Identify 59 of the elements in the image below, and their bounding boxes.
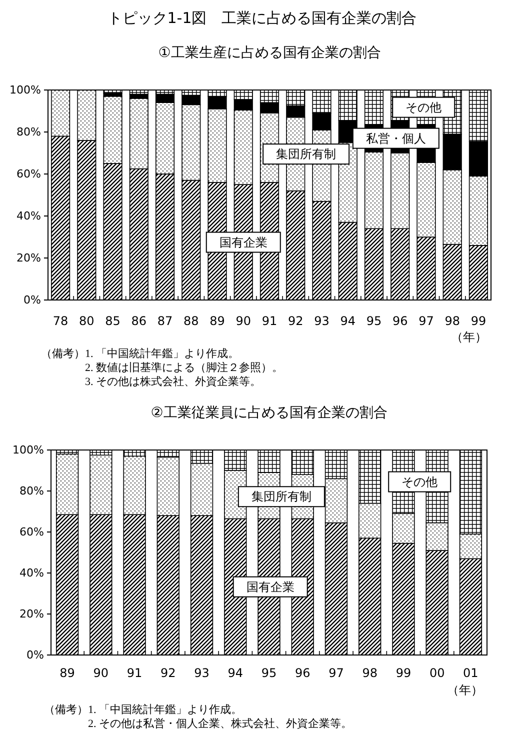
- x-tick-label: 01: [463, 666, 478, 680]
- x-tick-label: 88: [184, 314, 199, 328]
- x-tick-label: 89: [60, 666, 75, 680]
- x-tick-label: 94: [340, 314, 356, 328]
- x-tick-label: 98: [362, 666, 378, 680]
- x-axis-title: （年）: [451, 330, 487, 344]
- x-tick-label: 92: [288, 314, 304, 328]
- x-tick-label: 94: [228, 666, 244, 680]
- x-tick-label: 90: [93, 666, 109, 680]
- y-tick-label: 80%: [16, 126, 41, 138]
- y-tick-label: 0%: [26, 648, 44, 662]
- x-tick-label: 85: [105, 314, 120, 328]
- x-tick-label: 98: [444, 314, 460, 328]
- series-label: その他: [406, 100, 442, 114]
- x-tick-label: 96: [392, 314, 408, 328]
- text: 2. 数値は旧基準による（脚注２参照）。: [85, 361, 283, 374]
- x-tick-label: 92: [160, 666, 176, 680]
- y-tick-label: 60%: [20, 526, 44, 538]
- chart-title: ②工業従業員に占める国有企業の割合: [150, 405, 388, 421]
- x-tick-label: 87: [157, 314, 173, 328]
- y-tick-label: 20%: [16, 252, 41, 264]
- text: 2. その他は私営・個人企業、株式会社、外資企業等。: [88, 717, 352, 730]
- x-tick-label: 95: [366, 314, 382, 328]
- x-tick-label: 00: [429, 666, 445, 680]
- series-label: 国有企業: [246, 580, 294, 594]
- text: （備考）1. 「中国統計年鑑」より作成。: [44, 703, 242, 716]
- series-label: その他: [402, 474, 438, 489]
- x-tick-label: 97: [328, 666, 344, 680]
- y-tick-label: 60%: [16, 168, 41, 180]
- x-tick-label: 78: [52, 314, 68, 328]
- x-axis-title: （年）: [447, 683, 483, 697]
- y-tick-label: 40%: [20, 566, 44, 580]
- y-tick-label: 100%: [10, 84, 41, 96]
- text: （備考）1. 「中国統計年鑑」より作成。: [41, 347, 239, 360]
- x-tick-label: 90: [236, 314, 252, 328]
- y-tick-label: 20%: [20, 608, 44, 620]
- x-tick-label: 86: [131, 314, 147, 328]
- series-label: 国有企業: [219, 235, 268, 250]
- y-tick-label: 100%: [12, 444, 44, 456]
- chart-title: トピック1-1図 工業に占める国有企業の割合: [107, 9, 417, 27]
- x-tick-label: 89: [210, 314, 225, 328]
- y-tick-label: 80%: [20, 484, 44, 498]
- series-label: 集団所有制: [276, 147, 336, 162]
- series-label: 私営・個人: [366, 131, 426, 146]
- x-tick-label: 97: [418, 314, 434, 328]
- chart-subtitle: ①工業生産に占める国有企業の割合: [158, 45, 381, 61]
- x-tick-label: 99: [396, 666, 412, 680]
- x-tick-label: 99: [470, 314, 486, 328]
- y-tick-label: 40%: [16, 210, 41, 222]
- series-label: 集団所有制: [251, 490, 312, 504]
- x-tick-label: 91: [126, 666, 142, 680]
- x-tick-label: 95: [261, 666, 277, 680]
- x-tick-label: 80: [79, 314, 94, 328]
- text: 3. その他は株式会社、外資企業等。: [85, 375, 261, 388]
- y-tick-label: 0%: [24, 294, 41, 306]
- x-tick-label: 93: [314, 314, 330, 328]
- x-tick-label: 91: [262, 314, 278, 328]
- x-tick-label: 96: [294, 666, 310, 680]
- x-tick-label: 93: [194, 666, 210, 680]
